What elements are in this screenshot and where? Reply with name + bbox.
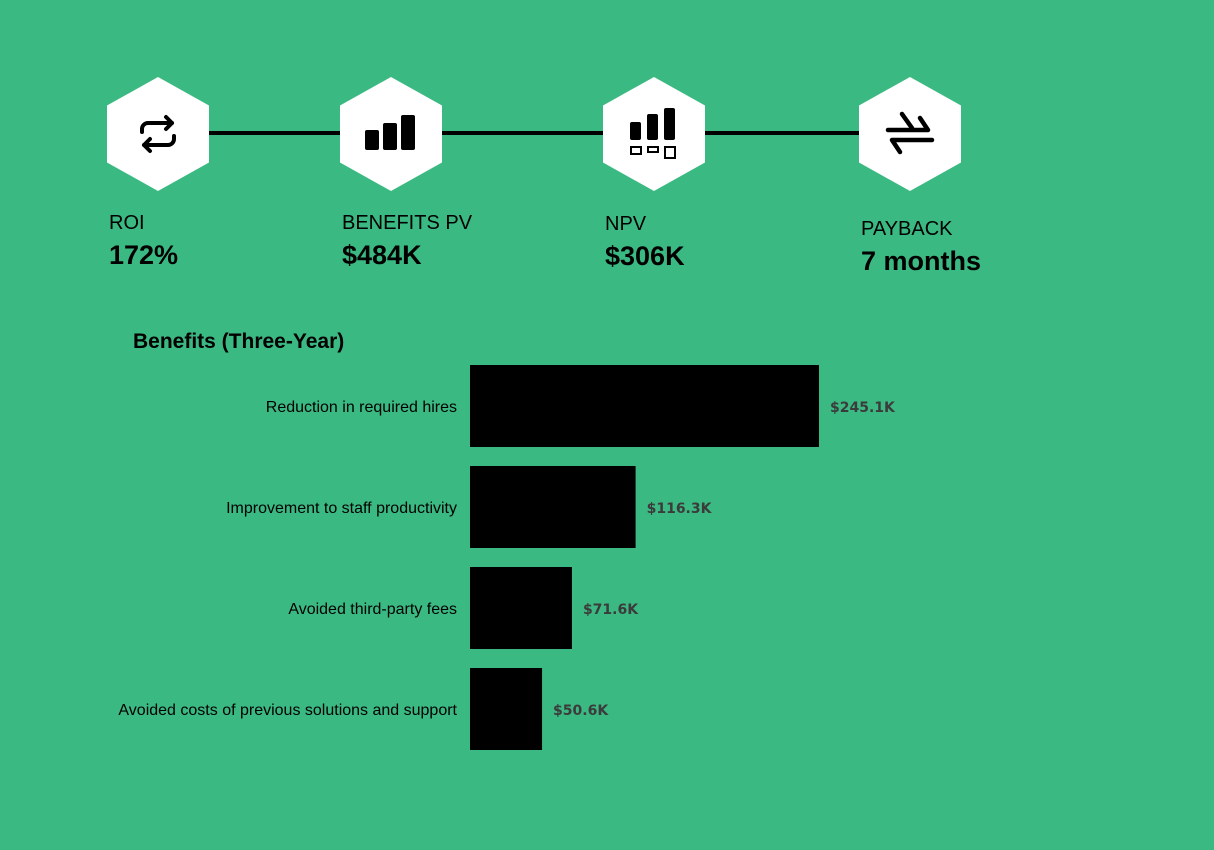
hexagon-badge [107, 77, 209, 191]
metric-label: ROI [109, 212, 145, 234]
bar [470, 668, 543, 750]
value-label: $245.1K [830, 400, 896, 416]
bar [470, 466, 636, 548]
category-label: Avoided third-party fees [288, 601, 457, 618]
metric-npv: NPV $306K [603, 77, 843, 277]
value-label: $50.6K [553, 703, 609, 719]
value-label: $116.3K [647, 501, 713, 517]
bar [470, 567, 572, 649]
value-label: $71.6K [583, 602, 639, 618]
chart-title: Benefits (Three-Year) [133, 330, 345, 353]
hexagon-badge [603, 77, 705, 191]
metric-label: PAYBACK [861, 218, 953, 240]
metric-payback: PAYBACK 7 months [859, 77, 1099, 287]
metric-value: 7 months [861, 246, 982, 276]
metric-benefits-pv: BENEFITS PV $484K [340, 77, 580, 277]
metric-label: NPV [605, 213, 647, 235]
bar-chart-boxes-icon [628, 106, 680, 162]
refresh-icon [134, 110, 182, 158]
metric-value: $306K [605, 241, 685, 271]
hexagon-badge [340, 77, 442, 191]
metric-value: 172% [109, 240, 179, 270]
category-label: Reduction in required hires [266, 399, 457, 416]
metric-label: BENEFITS PV [342, 212, 473, 234]
category-label: Improvement to staff productivity [226, 500, 457, 517]
metric-roi: ROI 172% [107, 77, 347, 277]
metric-value: $484K [342, 240, 422, 270]
hexagon-badge [859, 77, 961, 191]
bar-chart-icon [363, 113, 419, 155]
metrics-connector-line [158, 131, 910, 135]
category-label: Avoided costs of previous solutions and … [118, 702, 457, 719]
bar [470, 365, 819, 447]
exchange-arrows-icon [882, 110, 938, 158]
